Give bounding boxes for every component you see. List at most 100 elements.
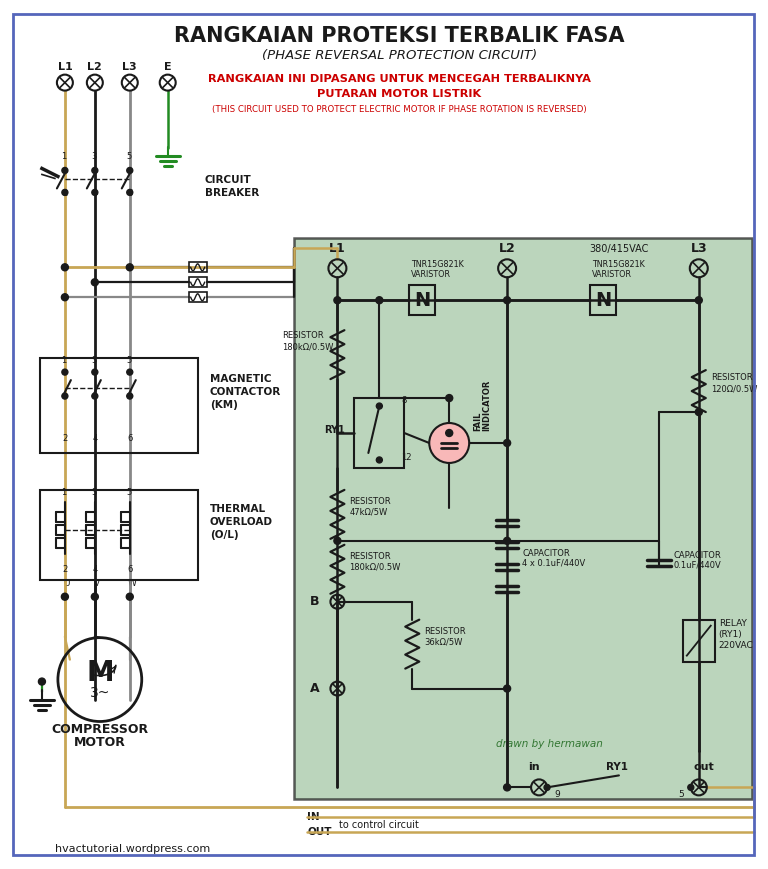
Text: 180kΩ/0.5W: 180kΩ/0.5W: [283, 342, 334, 351]
Text: INDICATOR: INDICATOR: [482, 380, 492, 431]
Text: (RY1): (RY1): [719, 630, 743, 639]
Text: M: M: [86, 659, 114, 687]
Circle shape: [544, 785, 550, 791]
Circle shape: [445, 429, 452, 436]
Text: L2: L2: [498, 242, 515, 255]
Text: L3: L3: [122, 62, 137, 71]
Text: 8: 8: [402, 396, 407, 405]
Circle shape: [376, 457, 382, 463]
Bar: [354, 398, 404, 468]
Circle shape: [504, 296, 511, 304]
Circle shape: [92, 369, 98, 375]
Text: 2: 2: [62, 434, 68, 443]
Circle shape: [126, 594, 134, 600]
Circle shape: [62, 189, 68, 196]
Text: RESISTOR: RESISTOR: [424, 627, 466, 635]
Text: 3: 3: [91, 356, 97, 365]
Circle shape: [429, 423, 469, 463]
Circle shape: [91, 279, 98, 286]
Text: MOTOR: MOTOR: [74, 736, 126, 749]
Text: 0.1uF/440V: 0.1uF/440V: [674, 561, 722, 570]
Text: BREAKER: BREAKER: [204, 189, 259, 198]
Text: THERMAL: THERMAL: [210, 504, 266, 514]
Text: 120Ω/0.5W: 120Ω/0.5W: [710, 384, 757, 393]
Text: 4: 4: [92, 565, 98, 574]
Circle shape: [126, 264, 134, 271]
Text: RESISTOR: RESISTOR: [349, 552, 391, 561]
Circle shape: [92, 189, 98, 196]
Text: B: B: [310, 595, 319, 608]
Text: 9: 9: [554, 791, 560, 799]
Text: drawn by hermawan: drawn by hermawan: [495, 740, 602, 749]
Text: 3: 3: [91, 152, 97, 162]
Text: 180kΩ/0.5W: 180kΩ/0.5W: [349, 563, 401, 572]
Circle shape: [695, 296, 702, 304]
Text: CAPACITOR: CAPACITOR: [674, 551, 722, 560]
Text: 47kΩ/5W: 47kΩ/5W: [349, 507, 388, 517]
Text: COMPRESSOR: COMPRESSOR: [51, 724, 148, 737]
Bar: [409, 285, 435, 315]
Text: CAPACITOR: CAPACITOR: [522, 549, 570, 558]
Text: IN: IN: [307, 813, 320, 822]
Text: 1: 1: [61, 356, 67, 365]
Text: MAGNETIC: MAGNETIC: [210, 374, 271, 384]
Text: RY1: RY1: [606, 762, 628, 773]
Text: (PHASE REVERSAL PROTECTION CIRCUIT): (PHASE REVERSAL PROTECTION CIRCUIT): [262, 50, 537, 63]
Text: 6: 6: [127, 189, 132, 198]
Text: to control circuit: to control circuit: [339, 820, 419, 830]
Text: FAIL: FAIL: [473, 412, 482, 431]
Text: RESISTOR: RESISTOR: [283, 331, 324, 340]
Circle shape: [38, 678, 45, 685]
Circle shape: [376, 403, 382, 409]
Bar: [590, 285, 616, 315]
Text: TNR15G821K: TNR15G821K: [592, 261, 644, 269]
Text: 6: 6: [127, 565, 132, 574]
Circle shape: [92, 393, 98, 399]
Text: CONTACTOR: CONTACTOR: [210, 387, 281, 397]
Text: 2: 2: [62, 189, 68, 198]
Text: 3: 3: [91, 488, 97, 497]
Text: RELAY: RELAY: [719, 619, 746, 627]
Text: 12: 12: [402, 453, 412, 462]
Circle shape: [61, 294, 68, 301]
Circle shape: [62, 369, 68, 375]
Circle shape: [445, 395, 452, 401]
Circle shape: [688, 785, 694, 791]
Text: N: N: [595, 291, 611, 309]
Circle shape: [504, 537, 511, 544]
Text: V: V: [94, 579, 100, 587]
Circle shape: [334, 537, 341, 544]
Text: L3: L3: [690, 242, 707, 255]
Text: W: W: [127, 579, 136, 587]
Text: 4 x 0.1uF/440V: 4 x 0.1uF/440V: [522, 559, 585, 567]
Bar: [683, 620, 715, 661]
Bar: [189, 277, 207, 288]
Circle shape: [127, 369, 133, 375]
Circle shape: [504, 784, 511, 791]
Circle shape: [504, 440, 511, 447]
Text: N: N: [414, 291, 430, 309]
Text: in: in: [528, 762, 540, 773]
Text: L1: L1: [58, 62, 72, 71]
Bar: [189, 262, 207, 272]
Circle shape: [62, 168, 68, 174]
Text: PUTARAN MOTOR LISTRIK: PUTARAN MOTOR LISTRIK: [317, 89, 482, 98]
Text: 3~: 3~: [90, 686, 110, 700]
Text: VARISTOR: VARISTOR: [412, 270, 452, 279]
Circle shape: [127, 168, 133, 174]
Text: 5: 5: [126, 356, 131, 365]
Circle shape: [61, 594, 68, 600]
Text: U: U: [64, 579, 70, 587]
Text: RY1: RY1: [324, 425, 345, 435]
Text: 2: 2: [62, 565, 68, 574]
Bar: [294, 238, 752, 799]
Text: OUT: OUT: [307, 827, 332, 838]
Text: 5: 5: [126, 488, 131, 497]
Circle shape: [127, 189, 133, 196]
Text: (KM): (KM): [210, 400, 237, 410]
Circle shape: [504, 685, 511, 692]
Text: 4: 4: [92, 434, 98, 443]
Circle shape: [61, 264, 68, 271]
Bar: [40, 358, 197, 453]
Text: (O/L): (O/L): [210, 530, 238, 540]
